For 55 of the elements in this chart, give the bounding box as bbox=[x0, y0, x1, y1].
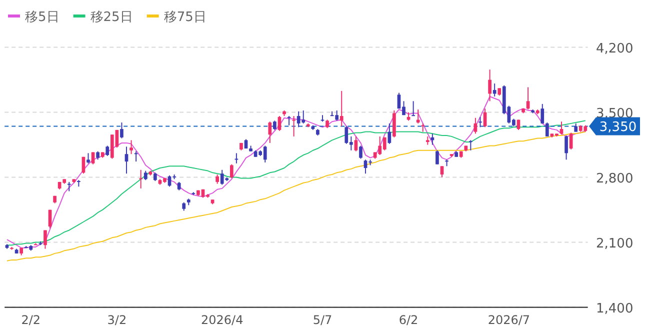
x-tick-label: 6/2 bbox=[398, 313, 418, 327]
x-tick-label: 3/2 bbox=[107, 313, 127, 327]
candlestick bbox=[91, 152, 95, 165]
candlestick bbox=[134, 150, 138, 162]
candlestick bbox=[292, 116, 296, 137]
legend-label: 移75日 bbox=[164, 10, 206, 25]
candlestick bbox=[469, 140, 472, 151]
line-series bbox=[6, 131, 586, 262]
x-tick-label: 5/7 bbox=[312, 313, 332, 327]
y-tick-label: 2,100 bbox=[596, 236, 634, 252]
candlestick bbox=[492, 83, 496, 98]
candlestick bbox=[273, 120, 276, 130]
candlestick bbox=[478, 116, 482, 128]
candlestick bbox=[516, 119, 520, 130]
candlestick bbox=[416, 109, 420, 124]
y-tick-label: 4,200 bbox=[596, 41, 634, 56]
candlestick bbox=[545, 122, 549, 137]
candlestick bbox=[120, 122, 124, 139]
candlestick bbox=[412, 100, 415, 117]
candlestick bbox=[67, 181, 71, 192]
candlestick bbox=[474, 117, 478, 134]
candlestick bbox=[526, 86, 530, 110]
legend-label: 移25日 bbox=[90, 10, 133, 25]
candlestick bbox=[144, 170, 148, 181]
candlestick bbox=[388, 122, 392, 144]
candlestick bbox=[540, 103, 544, 124]
candlestick bbox=[124, 146, 128, 174]
ref-line-label: 3,350 bbox=[599, 120, 637, 136]
candlestick bbox=[86, 152, 90, 164]
candlestick bbox=[130, 140, 133, 155]
candlestick bbox=[440, 166, 444, 178]
candlestick bbox=[359, 145, 362, 160]
candlestick bbox=[569, 132, 573, 150]
y-tick-label: 2,800 bbox=[596, 171, 634, 186]
candlestick bbox=[421, 122, 425, 132]
candlestick bbox=[488, 69, 492, 102]
candlestick bbox=[436, 150, 439, 165]
candlestick bbox=[139, 169, 143, 189]
candlestick bbox=[268, 121, 272, 144]
y-tick-label: 1,400 bbox=[596, 301, 634, 316]
x-tick-label: 2026/7 bbox=[488, 313, 530, 327]
candlestick bbox=[234, 152, 238, 164]
candlestick bbox=[106, 145, 110, 156]
candlestick bbox=[392, 110, 396, 138]
candlestick bbox=[287, 116, 291, 126]
candlestick bbox=[340, 90, 344, 127]
x-tick-label: 2026/4 bbox=[200, 313, 244, 327]
candlestick bbox=[44, 230, 47, 250]
candlestick bbox=[278, 116, 282, 132]
candlestick bbox=[354, 136, 358, 152]
x-tick-label: 2/2 bbox=[21, 313, 41, 327]
candlestick bbox=[230, 164, 234, 179]
candlestick bbox=[216, 174, 219, 184]
candlestick bbox=[564, 135, 568, 160]
legend-label: 移5日 bbox=[25, 10, 60, 25]
